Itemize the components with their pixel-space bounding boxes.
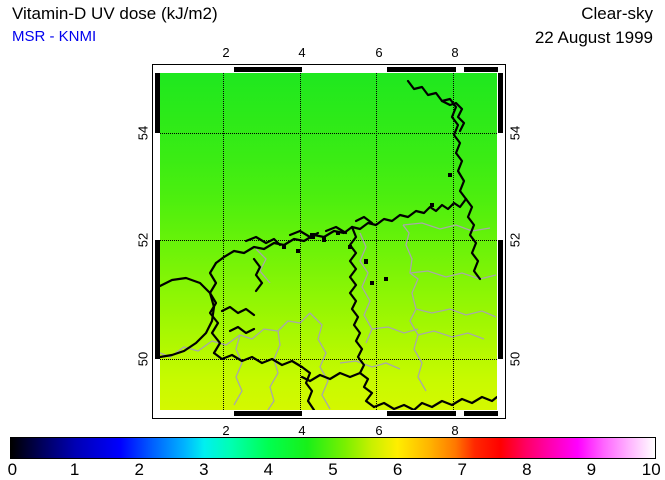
- coastline-layer: [160, 79, 497, 410]
- axis-tick-top-4: 4: [298, 45, 306, 60]
- colorbar-tick-3: 3: [199, 460, 209, 479]
- data-source-label: MSR - KNMI: [12, 28, 97, 45]
- island-dots-layer: [282, 173, 452, 285]
- graticule-lat-50: [160, 359, 497, 360]
- axis-tick-right-52: 52: [507, 232, 523, 248]
- colorbar-tick-9: 9: [586, 460, 597, 479]
- axis-tick-bottom-2: 2: [222, 423, 230, 438]
- coastline-overlay: [160, 79, 497, 410]
- axis-tickbar-bottom: [387, 411, 456, 416]
- graticule-lon-6: [376, 73, 377, 410]
- axis-tick-top-6: 6: [375, 45, 383, 60]
- colorbar: 0 1 2 3 4 5 6 7 8 9 10: [8, 437, 661, 478]
- axis-tick-bottom-8: 8: [451, 423, 459, 438]
- colorbar-tick-1: 1: [69, 460, 80, 479]
- axis-tick-top-2: 2: [222, 45, 230, 60]
- graticule-lat-52: [160, 240, 497, 241]
- colorbar-tick-10: 10: [641, 460, 661, 479]
- uv-dose-field: [160, 73, 497, 410]
- axis-tickbar-right: [498, 240, 503, 359]
- axis-tickbar-bottom: [464, 411, 498, 416]
- graticule-lon-8: [453, 73, 454, 410]
- colorbar-tick-8: 8: [522, 460, 532, 479]
- axis-tick-top-8: 8: [451, 45, 459, 60]
- colorbar-gradient: [10, 437, 656, 459]
- graticule-lat-54: [160, 133, 497, 134]
- date-label: 22 August 1999: [534, 28, 653, 47]
- axis-tick-left-54: 54: [135, 125, 151, 141]
- axis-tickbar-top: [464, 67, 498, 72]
- axis-tick-bottom-6: 6: [375, 423, 383, 438]
- colorbar-tick-4: 4: [263, 460, 274, 479]
- axis-tick-right-50: 50: [507, 351, 523, 367]
- axis-tickbar-left: [155, 73, 160, 133]
- colorbar-tick-5: 5: [328, 460, 338, 479]
- page-title: Vitamin-D UV dose (kJ/m2): [12, 4, 218, 23]
- axis-tick-bottom-4: 4: [298, 423, 306, 438]
- internal-borders-layer: [160, 222, 497, 410]
- axis-tickbar-top: [387, 67, 456, 72]
- graticule-lon-2: [223, 73, 224, 410]
- graticule-lon-4: [300, 73, 301, 410]
- axis-tick-left-50: 50: [135, 351, 151, 367]
- colorbar-tick-7: 7: [457, 460, 467, 479]
- axis-tick-right-54: 54: [507, 125, 523, 141]
- axis-tickbar-bottom: [234, 411, 302, 416]
- colorbar-tick-2: 2: [134, 460, 144, 479]
- axis-tickbar-top: [234, 67, 302, 72]
- colorbar-tick-0: 0: [7, 460, 18, 479]
- axis-tick-left-52: 52: [135, 232, 151, 248]
- axis-tickbar-left: [155, 240, 160, 359]
- axis-tickbar-right: [498, 73, 503, 133]
- condition-label: Clear-sky: [581, 4, 653, 23]
- map-panel: 2 4 6 8 2 4 6 8 54 52 50 54 52 50: [136, 46, 523, 437]
- colorbar-tick-6: 6: [392, 460, 403, 479]
